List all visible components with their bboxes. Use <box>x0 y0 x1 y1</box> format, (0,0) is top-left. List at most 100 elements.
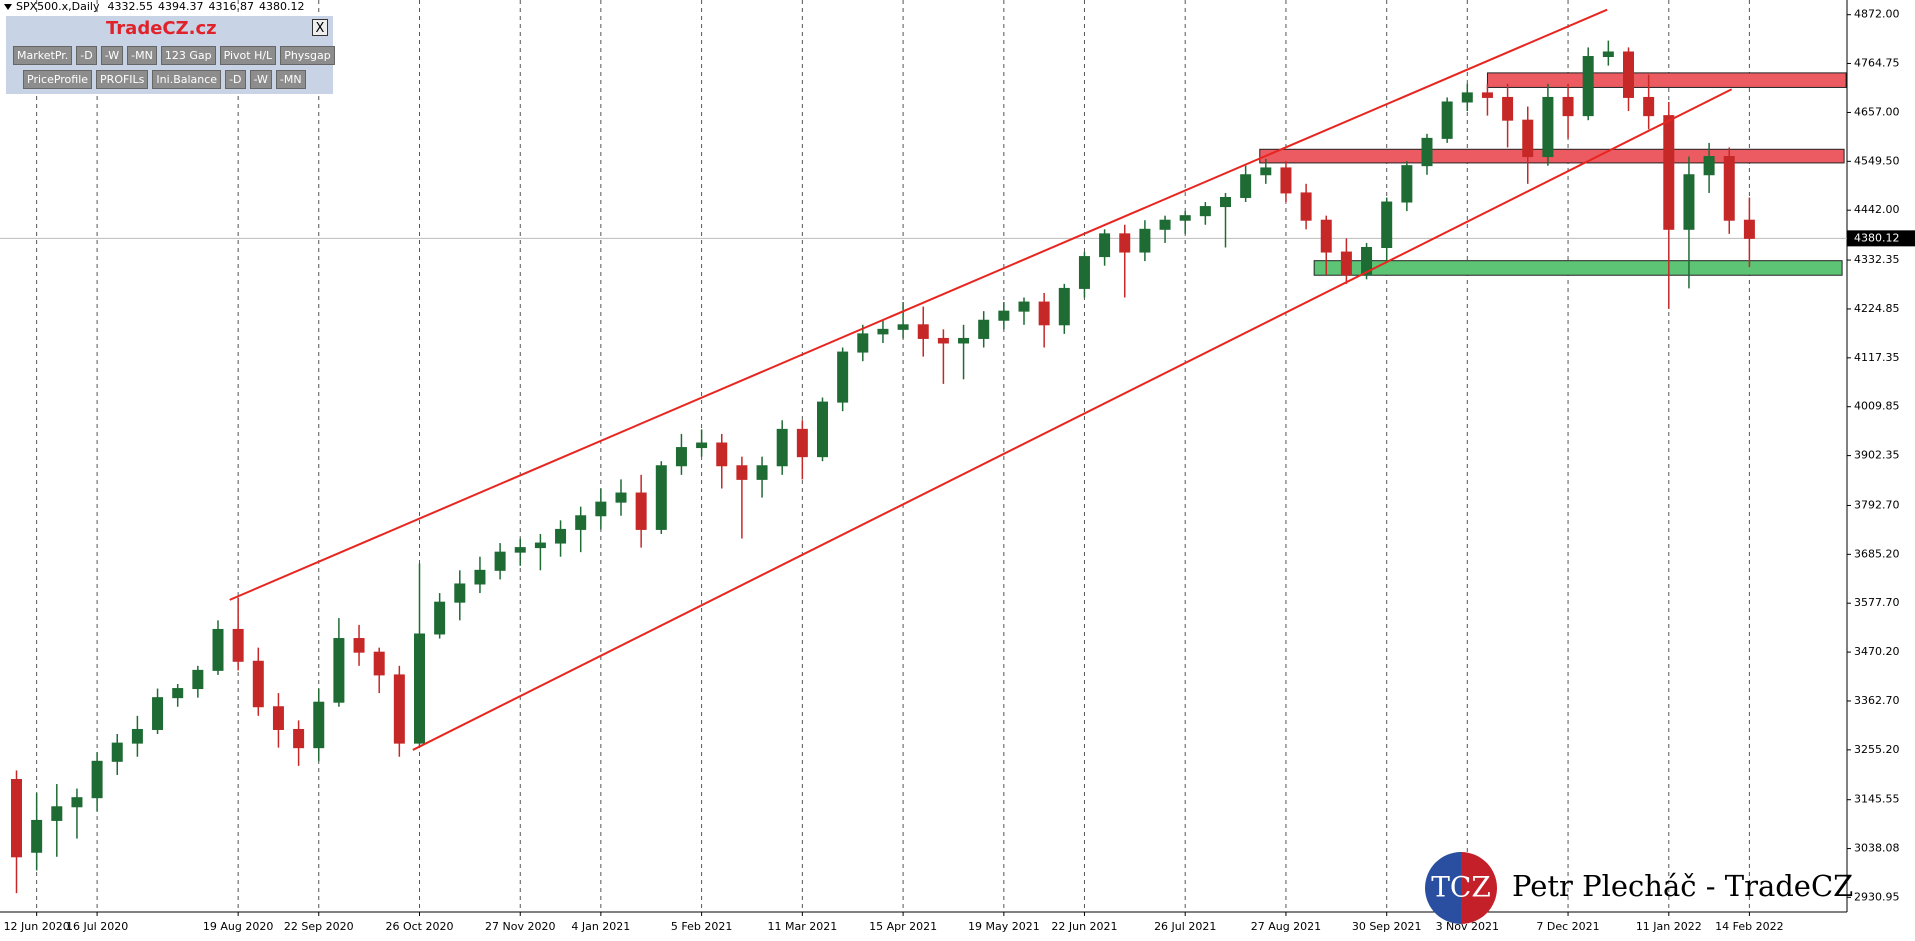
logo-left <box>1425 852 1461 924</box>
x-tick-label: 22 Jun 2021 <box>1051 920 1117 933</box>
y-tick-label: 4764.75 <box>1854 56 1900 69</box>
candle-body <box>232 628 244 662</box>
candle-body <box>575 515 587 530</box>
candle-body <box>1723 156 1735 221</box>
toolbar-button[interactable]: -W <box>100 46 124 65</box>
last-price-label: 4380.12 <box>1854 231 1900 244</box>
watermark-logo: TCZ <box>1425 852 1497 924</box>
x-tick-label: 30 Sep 2021 <box>1352 920 1422 933</box>
candle-body <box>1220 196 1231 208</box>
open: 4332.55 <box>107 0 153 13</box>
candle-body <box>1522 119 1534 158</box>
candle-body <box>555 528 567 544</box>
candle-body <box>1683 174 1695 230</box>
chart-header: SPX500.x,Daily 4332.55 4394.37 4316.87 4380.… <box>16 0 304 13</box>
candle-body <box>1421 137 1433 167</box>
candle-body <box>1562 96 1574 117</box>
toolbar-button[interactable]: -D <box>225 70 246 89</box>
x-tick-label: 3 Nov 2021 <box>1436 920 1499 933</box>
candle-body <box>71 797 83 808</box>
candle-body <box>716 442 728 467</box>
candle-body <box>696 442 708 449</box>
candle-body <box>857 333 869 353</box>
toolbar-button[interactable]: MarketPr. <box>13 46 73 65</box>
y-tick-label: 4224.85 <box>1854 302 1900 315</box>
x-tick-label: 19 Aug 2020 <box>203 920 273 933</box>
candle-body <box>1663 115 1675 230</box>
candle-body <box>434 601 446 635</box>
y-tick-label: 4549.50 <box>1854 154 1900 167</box>
symbol: SPX500.x,Daily <box>16 0 100 13</box>
x-tick-label: 27 Aug 2021 <box>1251 920 1321 933</box>
candle-body <box>1582 56 1594 117</box>
x-tick-label: 22 Sep 2020 <box>284 920 354 933</box>
y-tick-label: 4117.35 <box>1854 351 1900 364</box>
toolbar-button[interactable]: PROFILs <box>96 70 149 89</box>
toolbar-button[interactable]: Ini.Balance <box>152 70 222 89</box>
candle-body <box>1058 287 1070 326</box>
candle-body <box>252 660 264 708</box>
toolbar-button[interactable]: -W <box>249 70 272 89</box>
candle-body <box>91 760 103 799</box>
candle-body <box>172 688 184 699</box>
x-tick-label: 11 Mar 2021 <box>767 920 837 933</box>
y-tick-label: 4009.85 <box>1854 400 1900 413</box>
y-tick-label: 3902.35 <box>1854 449 1900 462</box>
candle-body <box>11 778 22 858</box>
candle-body <box>373 651 385 676</box>
candle-body <box>837 351 849 403</box>
toolbar-button[interactable]: PriceProfile <box>23 70 93 89</box>
y-tick-label: 3255.20 <box>1854 743 1900 756</box>
candle-body <box>1179 215 1191 221</box>
trendline <box>412 88 1733 751</box>
candle-body <box>1703 156 1715 176</box>
candle-body <box>474 569 486 585</box>
candle-body <box>877 328 889 335</box>
x-tick-label: 19 May 2021 <box>968 920 1040 933</box>
candle-body <box>1280 167 1292 194</box>
y-tick-label: 4657.00 <box>1854 105 1900 118</box>
toolbar-button[interactable]: Physgap <box>280 46 335 65</box>
candle-body <box>675 447 687 467</box>
toolbar-button[interactable]: 123 Gap <box>160 46 216 65</box>
candle-body <box>897 324 909 330</box>
close-button[interactable]: X <box>312 19 328 36</box>
candle-body <box>776 428 788 467</box>
x-tick-label: 26 Oct 2020 <box>385 920 453 933</box>
y-tick-label: 2930.95 <box>1854 890 1900 903</box>
button-row: MarketPr. -D -W -MN 123 Gap Pivot H/L Physgap <box>13 46 335 65</box>
high: 4394.37 <box>158 0 204 13</box>
x-tick-label: 14 Feb 2022 <box>1715 920 1783 933</box>
candle-body <box>817 401 828 458</box>
x-tick-label: 26 Jul 2021 <box>1154 920 1216 933</box>
candle-body <box>1099 233 1111 258</box>
y-tick-label: 4872.00 <box>1854 8 1900 21</box>
candle-body <box>1320 219 1332 253</box>
toolbar-button[interactable]: -MN <box>127 46 157 65</box>
x-tick-label: 16 Jul 2020 <box>66 920 128 933</box>
candle-body <box>1199 206 1211 217</box>
toolbar-button[interactable]: -MN <box>275 70 306 89</box>
price-zone <box>1486 72 1847 88</box>
candle-body <box>958 337 970 344</box>
last-price-box <box>1847 230 1915 247</box>
x-tick-label: 4 Jan 2021 <box>571 920 630 933</box>
candle-body <box>1502 96 1514 121</box>
candle-body <box>111 742 123 762</box>
candle-body <box>1240 174 1252 198</box>
candle-body <box>1139 228 1151 253</box>
logo-right <box>1461 852 1497 924</box>
candle-body <box>1361 246 1373 276</box>
trendline <box>229 8 1608 601</box>
price-zone <box>1313 260 1843 276</box>
x-tick-label: 11 Jan 2022 <box>1636 920 1702 933</box>
candle-body <box>353 638 365 653</box>
toolbar-button[interactable]: -D <box>76 46 97 65</box>
candle-body <box>1260 167 1272 176</box>
candle-body <box>1119 233 1131 253</box>
x-tick-label: 5 Feb 2021 <box>671 920 732 933</box>
toolbar-title: TradeCZ.cz <box>106 18 217 39</box>
y-tick-label: 3145.55 <box>1854 793 1900 806</box>
toolbar-button[interactable]: Pivot H/L <box>219 46 277 65</box>
